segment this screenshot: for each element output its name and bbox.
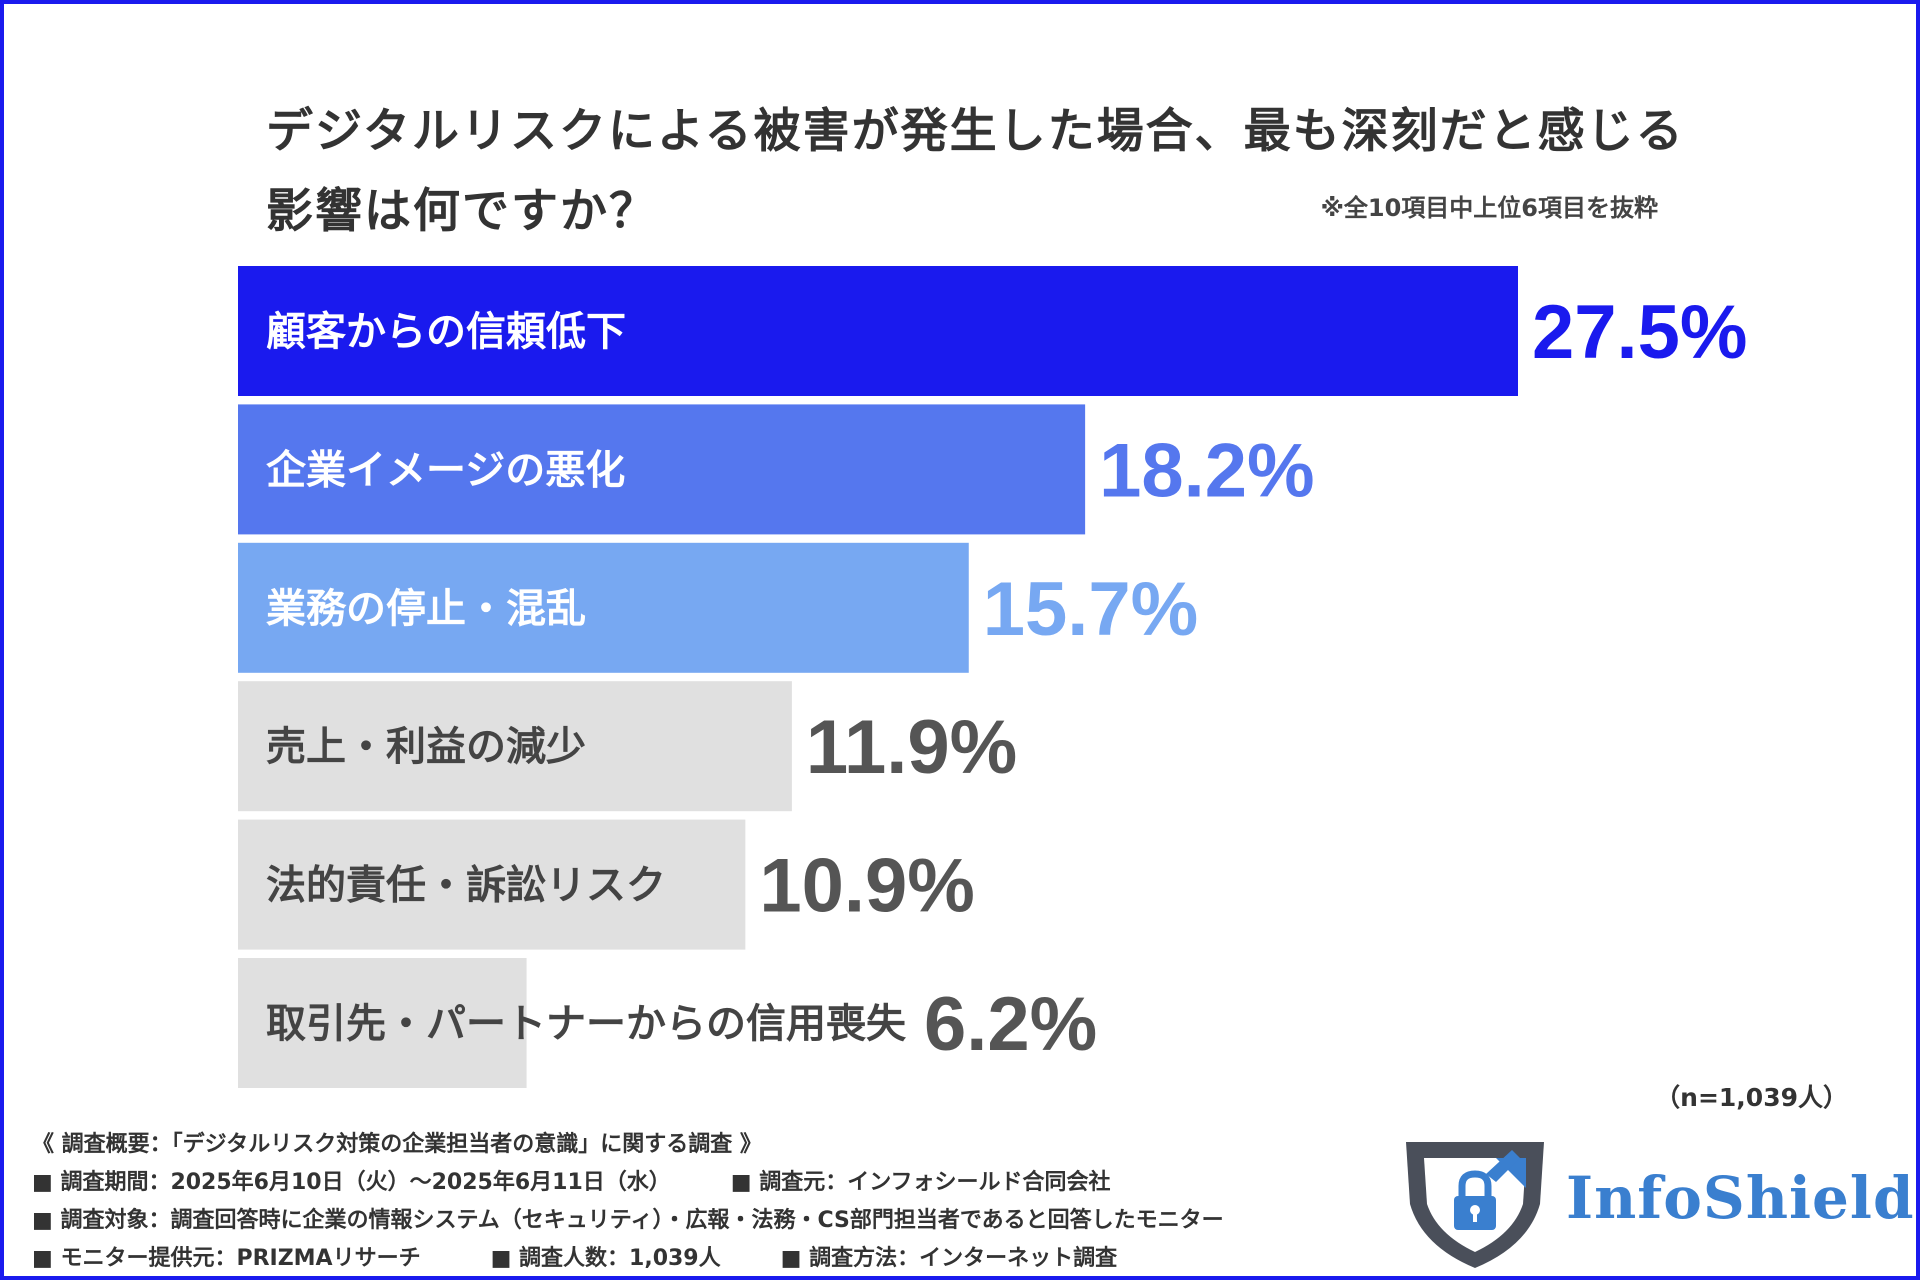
value-label-4: 11.9% (806, 705, 1017, 790)
value-label-1: 27.5% (1532, 290, 1748, 375)
category-label-5: 法的責任・訴訟リスク (266, 863, 666, 909)
bar-chart: 顧客からの信頼低下 27.5% 企業イメージの悪化 18.2% 業務の停止・混乱 15.7… (238, 266, 1748, 1088)
bar-2 (238, 404, 1086, 535)
survey-provider: ■ モニター提供元：PRIZMAリサーチ (32, 1246, 421, 1271)
survey-line-3: ■ モニター提供元：PRIZMAリサーチ ■ 調査人数：1,039人 ■ 調査方法：… (32, 1240, 1224, 1278)
value-label-5: 10.9% (759, 844, 975, 929)
logo-text: InfoShield (1566, 1164, 1915, 1232)
survey-heading: 《 調査概要：「デジタルリスク対策の企業担当者の意識」に関する調査 》 (32, 1132, 762, 1157)
survey-method: ■ 調査方法：インターネット調査 (780, 1246, 1118, 1271)
bar-6 (238, 958, 527, 1088)
shield-lock-icon (1406, 1142, 1544, 1268)
bar-5 (238, 819, 746, 950)
survey-line-1: ■ 調査期間：2025年6月10日（火）～2025年6月11日（水） ■ 調査元：… (32, 1164, 1224, 1202)
category-label-6: 取引先・パートナーからの信用喪失 (266, 1001, 907, 1047)
infoshield-logo: InfoShield (1400, 1134, 1914, 1274)
bar-3 (238, 542, 969, 673)
category-label-2: 企業イメージの悪化 (266, 447, 625, 493)
survey-target: ■ 調査対象：調査回答時に企業の情報システム（セキュリティ）・広報・法務・CS部… (32, 1208, 1224, 1233)
survey-overview: 《 調査概要：「デジタルリスク対策の企業担当者の意識」に関する調査 》 ■ 調査… (32, 1126, 1224, 1278)
chart-title: デジタルリスクによる被害が発生した場合、最も深刻だと感じる影響は何ですか？ (266, 104, 1685, 239)
sample-size: （n=1,039人） (1655, 1083, 1848, 1112)
category-label-4: 売上・利益の減少 (266, 724, 586, 770)
survey-period: ■ 調査期間：2025年6月10日（火）～2025年6月11日（水） (32, 1170, 671, 1195)
category-label-1: 顧客からの信頼低下 (266, 309, 626, 355)
bar-4 (238, 681, 792, 812)
bar-1 (238, 266, 1518, 396)
category-label-3: 業務の停止・混乱 (266, 586, 586, 632)
survey-source: ■ 調査元：インフォシールド合同会社 (730, 1170, 1111, 1195)
excerpt-note: ※全10項目中上位6項目を抜粋 (1320, 194, 1658, 222)
value-label-6: 6.2% (924, 982, 1097, 1067)
value-label-3: 15.7% (983, 567, 1199, 652)
survey-count: ■ 調査人数：1,039人 (490, 1246, 721, 1271)
value-label-2: 18.2% (1099, 428, 1315, 513)
